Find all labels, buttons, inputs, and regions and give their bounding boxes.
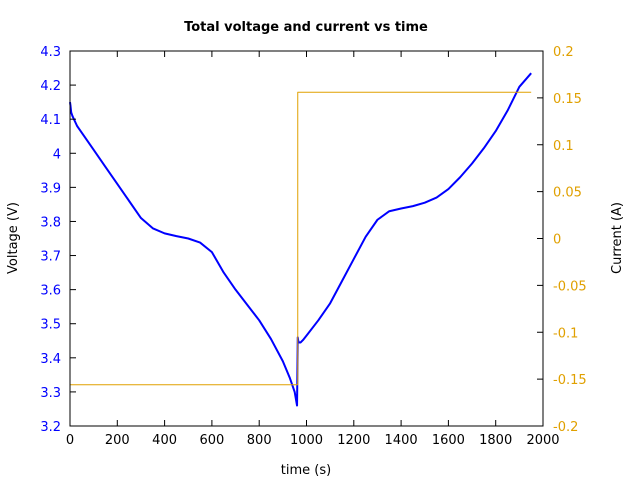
voltage-series-line [69, 72, 532, 407]
chart-title: Total voltage and current vs time [184, 20, 428, 35]
y-left-tick-label: 4.3 [40, 45, 61, 60]
y-right-tick-label: 0.05 [553, 186, 582, 201]
plot-lines [69, 72, 532, 407]
x-tick-label: 200 [105, 433, 130, 448]
y-right-tick-label: 0.1 [553, 139, 574, 154]
x-tick-label: 1600 [432, 433, 465, 448]
y-right-tick-label: -0.1 [553, 326, 578, 341]
current-series-line [70, 91, 532, 386]
x-tick-label: 1800 [479, 433, 512, 448]
y-left-tick-label: 3.3 [40, 386, 61, 401]
y-axis-right-label: Current (A) [610, 202, 625, 274]
y-left-tick-label: 3.7 [40, 250, 61, 265]
x-tick-label: 1000 [290, 433, 323, 448]
y-left-tick-label: 4 [53, 147, 61, 162]
x-tick-label: 0 [66, 433, 74, 448]
y-left-tick-label: 3.8 [40, 215, 61, 230]
y-left-tick-label: 3.4 [40, 352, 61, 367]
plot-frame [69, 50, 544, 427]
y-right-tick-label: -0.15 [553, 373, 587, 388]
y-left-tick-label: 4.1 [40, 113, 61, 128]
y-right-tick-label: -0.05 [553, 279, 587, 294]
x-tick-label: 1400 [385, 433, 418, 448]
y-right-tick-label: 0.2 [553, 45, 574, 60]
y-left-tick-label: 3.9 [40, 181, 61, 196]
x-tick-label: 2000 [526, 433, 559, 448]
y-left-tick-label: 3.5 [40, 318, 61, 333]
y-right-tick-label: 0 [553, 233, 561, 248]
x-tick-label: 600 [199, 433, 224, 448]
x-tick-label: 400 [152, 433, 177, 448]
x-tick-label: 1200 [337, 433, 370, 448]
y-left-tick-label: 4.2 [40, 79, 61, 94]
y-right-tick-label: -0.2 [553, 420, 578, 435]
y-left-tick-label: 3.2 [40, 420, 61, 435]
x-axis-label: time (s) [281, 463, 331, 478]
ticks: 0 200 400 600 800 1000 1200 1400 1600 1800 2000 3.2… [40, 45, 586, 448]
x-tick-label: 800 [247, 433, 272, 448]
y-left-tick-label: 3.6 [40, 284, 61, 299]
y-right-tick-label: 0.15 [553, 92, 582, 107]
y-axis-left-label: Voltage (V) [6, 202, 21, 274]
